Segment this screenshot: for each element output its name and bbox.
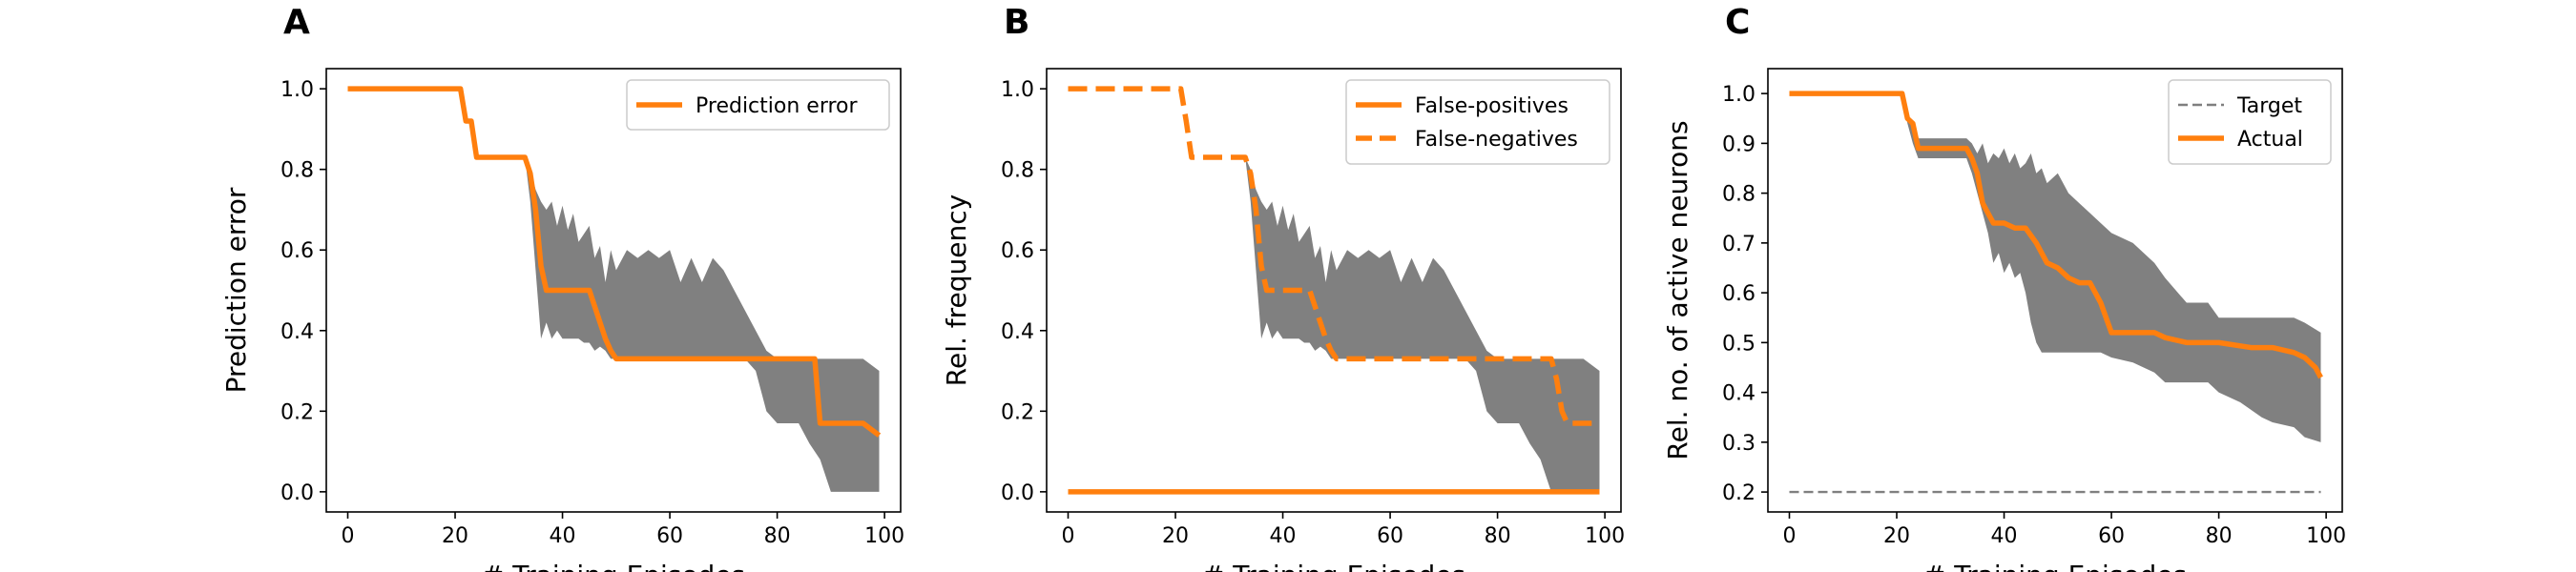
legend: False-positives False-negatives [1345, 79, 1610, 165]
legend-box [1345, 79, 1610, 165]
series-line-actual [1789, 91, 2323, 379]
axes-frame [1767, 68, 2343, 513]
panel-label: A [283, 3, 310, 42]
x-tick-label: 40 [1270, 524, 1297, 548]
x-tick-label: 40 [550, 524, 576, 548]
y-tick-label: 0.6 [1722, 282, 1755, 306]
legend-box [2168, 79, 2332, 165]
x-tick-label: 100 [1585, 524, 1625, 548]
legend-box [626, 79, 890, 131]
y-tick-label: 1.0 [1001, 78, 1034, 102]
series-line-prediction-error [347, 86, 882, 438]
y-tick-label: 0.8 [280, 159, 314, 183]
x-tick-label: 40 [1991, 524, 2018, 548]
x-tick-label: 60 [656, 524, 683, 548]
legend: Target Actual [2168, 79, 2332, 165]
panel-a: A 0 20 40 60 80 100 0.0 0.2 0.4 0.6 0.8 1.0 # Trainin… [220, 3, 904, 572]
y-tick-label: 0.4 [1001, 320, 1034, 344]
y-tick-label: 0.7 [1722, 233, 1755, 256]
y-tick-label: 0.8 [1722, 183, 1755, 207]
y-tick-label: 0.0 [1001, 481, 1034, 505]
legend-label: Prediction error [696, 94, 858, 118]
x-tick-label: 20 [1162, 524, 1189, 548]
x-tick-label: 0 [1783, 524, 1797, 548]
series-line-false-negatives [1068, 86, 1600, 426]
y-tick-label: 0.6 [280, 239, 314, 263]
y-tick-label: 0.3 [1722, 432, 1755, 456]
y-tick-label: 0.4 [1722, 382, 1755, 406]
y-axis-label: Rel. frequency [941, 194, 972, 386]
y-tick-label: 0.2 [1001, 400, 1034, 424]
y-axis-label: Rel. no. of active neurons [1662, 120, 1693, 460]
x-tick-label: 0 [342, 524, 355, 548]
x-axis-label: # Training Episodes [1923, 560, 2187, 572]
axes-frame [1046, 68, 1622, 513]
x-tick-label: 60 [1377, 524, 1403, 548]
x-tick-label: 80 [2206, 524, 2233, 548]
y-tick-label: 0.8 [1001, 159, 1034, 183]
y-tick-label: 0.2 [280, 400, 314, 424]
x-tick-label: 100 [864, 524, 904, 548]
y-axis-label: Prediction error [220, 187, 252, 393]
x-axis-label: # Training Episodes [482, 560, 745, 572]
panel-label: B [1004, 3, 1029, 42]
y-tick-label: 1.0 [280, 78, 314, 102]
y-tick-label: 1.0 [1722, 83, 1755, 107]
panel-b: B 0 20 40 60 80 100 0.0 0.2 0.4 0.6 0.8 1.0 # Trainin… [941, 3, 1625, 572]
axes-frame [325, 68, 902, 513]
x-tick-label: 20 [1883, 524, 1910, 548]
legend-label: False-negatives [1415, 128, 1578, 152]
x-tick-label: 0 [1062, 524, 1075, 548]
panel-c: C 0 20 40 60 80 100 0.2 0.3 0.4 0.5 0.6 0.7 0.8 0.9 1.0… [1662, 3, 2346, 572]
y-tick-label: 0.0 [280, 481, 314, 505]
y-tick-label: 0.2 [1722, 481, 1755, 505]
std-band [1068, 89, 1600, 492]
x-tick-label: 80 [764, 524, 791, 548]
legend-label: Target [2236, 94, 2302, 118]
y-tick-label: 0.6 [1001, 239, 1034, 263]
x-tick-label: 20 [442, 524, 468, 548]
legend-label: Actual [2237, 128, 2303, 152]
legend-label: False-positives [1415, 94, 1568, 118]
y-tick-label: 0.5 [1722, 332, 1755, 356]
x-axis-label: # Training Episodes [1202, 560, 1465, 572]
x-tick-label: 60 [2098, 524, 2125, 548]
panel-label: C [1725, 3, 1750, 42]
x-tick-label: 100 [2306, 524, 2346, 548]
legend: Prediction error [626, 79, 890, 131]
x-tick-label: 80 [1485, 524, 1511, 548]
y-tick-label: 0.9 [1722, 133, 1755, 156]
std-band [347, 89, 880, 492]
y-tick-label: 0.4 [280, 320, 314, 344]
